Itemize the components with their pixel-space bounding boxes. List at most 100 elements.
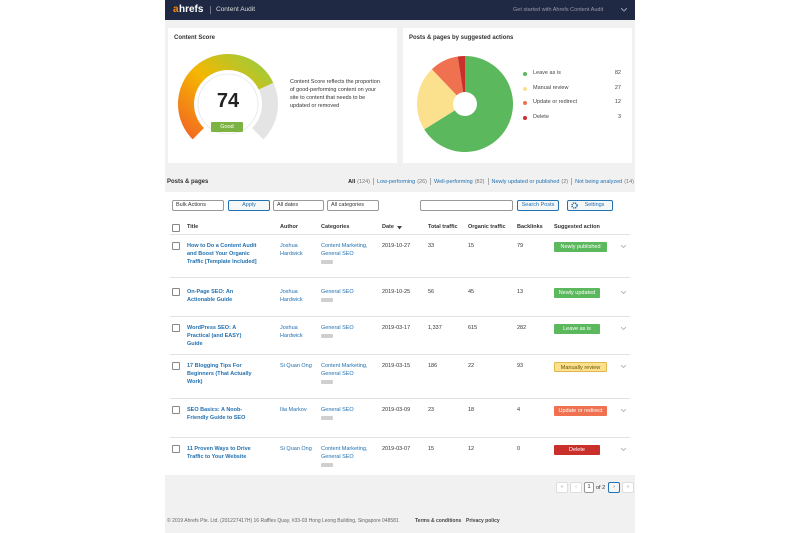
breadcrumb[interactable]: Content Audit (216, 6, 256, 13)
checkbox[interactable] (172, 224, 180, 232)
settings-button[interactable]: Settings (567, 200, 613, 211)
filter-count: (14) (624, 179, 634, 185)
score: 74 (216, 90, 240, 112)
cell-categories[interactable]: General SEO (321, 407, 354, 413)
last-page[interactable]: » (622, 482, 634, 493)
post-title[interactable]: WordPress SEO: A Practical (and EASY) Gu… (187, 325, 242, 347)
pie-slice (417, 69, 465, 130)
post-title[interactable]: 11 Proven Ways to Drive Traffic to Your … (187, 446, 251, 460)
row-separator (170, 398, 630, 399)
cell-date: 2019-03-09 (382, 407, 411, 413)
next-page[interactable]: › (608, 482, 620, 493)
apply-button[interactable]: Apply (228, 200, 270, 211)
post-title[interactable]: SEO Basics: A Noob-Friendly Guide to SEO (187, 407, 246, 421)
row-chevron[interactable] (621, 448, 626, 451)
filter-divider (373, 178, 374, 185)
checkbox[interactable] (172, 288, 180, 296)
score-card: Content Score 74 Good Content Score refl… (168, 28, 397, 163)
section-heading: Posts & pages (167, 179, 209, 185)
cell-author[interactable]: Si Quan Ong (280, 363, 312, 369)
legend-label: Manual review (533, 84, 569, 91)
cell-categories[interactable]: Content Marketing, General SEO (321, 363, 368, 377)
cell-total: 186 (428, 363, 438, 369)
checkbox[interactable] (172, 242, 180, 250)
cell-author[interactable]: Joshua Hardwick (280, 325, 303, 339)
help-link[interactable]: Get started with Ahrefs Content Audit (513, 7, 604, 13)
row-chevron[interactable] (621, 291, 626, 294)
row-separator (170, 316, 630, 317)
filter-link[interactable]: Well-performing (434, 179, 473, 185)
logo[interactable]: hrefs (179, 4, 204, 15)
terms-link[interactable]: Terms & conditions (415, 518, 462, 524)
post-title[interactable]: 17 Blogging Tips For Beginners (That Act… (187, 363, 252, 385)
checkbox[interactable] (172, 324, 180, 332)
post-title[interactable]: How to Do a Content Audit and Boost Your… (187, 243, 257, 265)
row-chevron[interactable] (621, 245, 626, 248)
gear-icon (571, 202, 578, 209)
chevron-path (621, 365, 626, 368)
post-type-tag (321, 380, 333, 384)
checkbox[interactable] (172, 406, 180, 414)
cell-date: 2019-03-07 (382, 446, 411, 452)
cell-author[interactable]: Joshua Hardwick (280, 243, 303, 257)
top-bar: a hrefs Content Audit Get started with A… (165, 0, 635, 20)
cell-total: 15 (428, 446, 435, 452)
prev-page[interactable]: ‹ (570, 482, 582, 493)
checkbox[interactable] (172, 445, 180, 453)
row-chevron[interactable] (621, 409, 626, 412)
action-badge: Leave as is (554, 324, 600, 334)
legend-dot (523, 115, 527, 120)
row-separator (170, 354, 630, 355)
filter-link[interactable]: All (348, 179, 356, 185)
column-header: Categories (321, 224, 350, 230)
action-badge: Update or redirect (554, 406, 607, 416)
cell-total: 56 (428, 289, 435, 295)
search-button[interactable]: Search Posts (517, 200, 559, 211)
cell-categories[interactable]: General SEO (321, 289, 354, 295)
divider (210, 6, 211, 14)
post-title[interactable]: On-Page SEO: An Actionable Guide (187, 289, 234, 303)
checkbox[interactable] (172, 362, 180, 370)
cell-date: 2019-10-27 (382, 243, 411, 249)
legend: Leave as is 82 Manual review 27 Update or re… (523, 70, 623, 150)
column-header[interactable]: Date (382, 224, 394, 230)
cell-categories[interactable]: Content Marketing, General SEO (321, 243, 368, 257)
actions-card: Posts & pages by suggested actions Leave… (403, 28, 632, 163)
filter-count: (82) (474, 179, 485, 185)
filter-link[interactable]: Not being analyzed (575, 179, 623, 185)
gauge-value (178, 54, 274, 140)
row-chevron[interactable] (621, 365, 626, 368)
cell-organic: 15 (468, 243, 475, 249)
row-separator (170, 437, 630, 438)
cell-author[interactable]: Si Quan Ong (280, 446, 312, 452)
cell-date: 2019-10-25 (382, 289, 411, 295)
chevron-path (621, 327, 626, 330)
legend-value: 82 (614, 70, 621, 76)
categories-select[interactable]: All categories (327, 200, 379, 211)
cell-organic: 18 (468, 407, 475, 413)
cell-categories[interactable]: Content Marketing, General SEO (321, 446, 368, 460)
cell-categories[interactable]: General SEO (321, 325, 354, 331)
cell-author[interactable]: Ilia Markov (280, 407, 307, 413)
cell-author[interactable]: Joshua Hardwick (280, 289, 303, 303)
cell-backlinks: 79 (517, 243, 524, 249)
dates-select[interactable]: All dates (273, 200, 324, 211)
page-count: of 2 (596, 485, 606, 491)
filter-link[interactable]: Low-performing (377, 179, 416, 185)
filter-divider (571, 178, 573, 185)
cell-backlinks: 282 (517, 325, 527, 331)
row-chevron[interactable] (621, 327, 626, 330)
filter-link[interactable]: Newly updated or published (491, 179, 560, 185)
search-input[interactable] (420, 200, 513, 211)
logo-a[interactable]: a (173, 4, 179, 15)
column-header: Organic traffic (468, 224, 506, 230)
cell-total: 23 (428, 407, 435, 413)
legend-value: 3 (617, 113, 621, 120)
post-type-tag (321, 463, 333, 467)
filters: All (124) Low-performing (26) Well-performin… (320, 178, 634, 187)
first-page[interactable]: « (556, 482, 568, 493)
privacy-link[interactable]: Privacy policy (466, 518, 500, 524)
bulk-select[interactable]: Bulk Actions (172, 200, 224, 211)
page-input[interactable]: 1 (584, 482, 594, 493)
